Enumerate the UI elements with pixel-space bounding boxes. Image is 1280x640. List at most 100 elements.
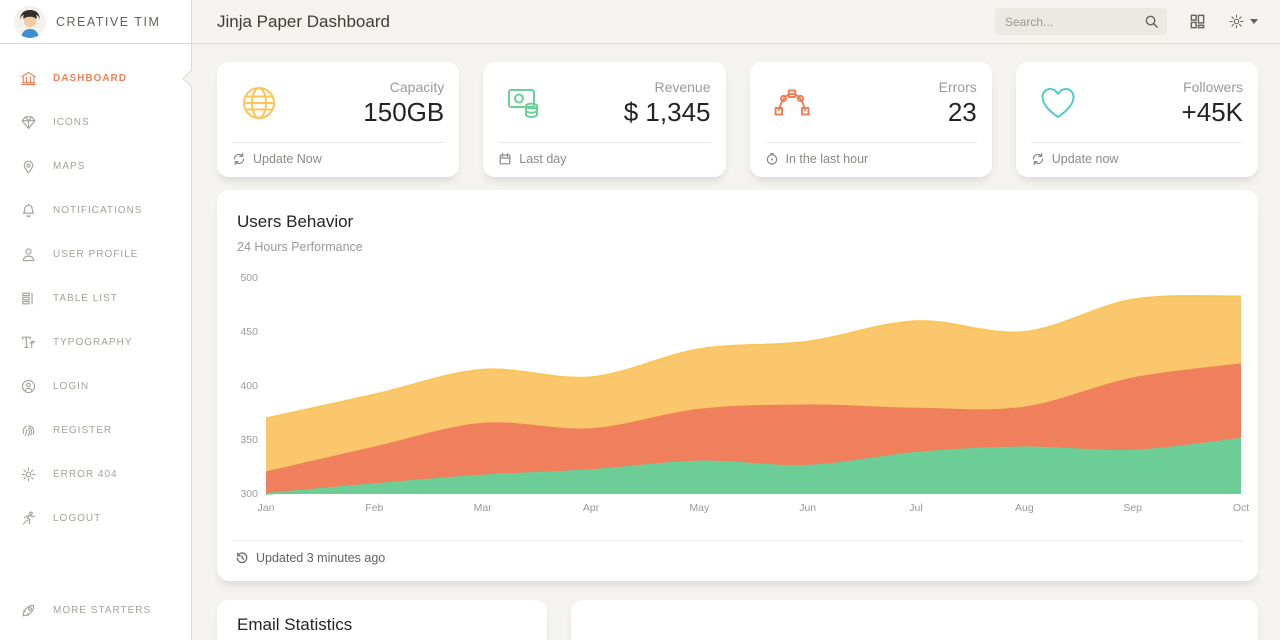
caps-icon bbox=[20, 334, 37, 351]
bank-icon bbox=[20, 70, 37, 87]
users-behavior-card: Users Behavior 24 Hours Performance Jan F… bbox=[217, 190, 1258, 581]
runner-icon bbox=[20, 510, 37, 527]
y-axis-tick: 350 bbox=[240, 434, 258, 446]
stat-value: $ 1,345 bbox=[623, 97, 711, 127]
sidebar-item-typography[interactable]: TYPOGRAPHY bbox=[0, 320, 191, 364]
x-axis-tick: May bbox=[689, 502, 710, 514]
layout-grid-icon[interactable] bbox=[1189, 13, 1206, 30]
sidebar-item-more-starters[interactable]: MORE STARTERS bbox=[0, 588, 191, 632]
chevron-down-icon bbox=[1250, 19, 1258, 24]
sidebar-item-icons[interactable]: ICONS bbox=[0, 100, 191, 144]
y-axis-tick: 400 bbox=[240, 380, 258, 392]
globe-icon bbox=[237, 81, 281, 125]
stat-footer-label: Update Now bbox=[253, 152, 322, 166]
x-axis-tick: Jan bbox=[257, 502, 275, 514]
sidebar-item-label: MORE STARTERS bbox=[53, 604, 152, 616]
stat-footer-label: Last day bbox=[519, 152, 567, 166]
yellow-series-line bbox=[266, 294, 1241, 420]
clock-icon bbox=[765, 152, 779, 166]
stat-footer-label: Update now bbox=[1051, 152, 1119, 166]
sidebar-brand[interactable]: CREATIVE TIM bbox=[0, 0, 191, 44]
sidebar-item-register[interactable]: REGISTER bbox=[0, 408, 191, 452]
chart-footer: Updated 3 minutes ago bbox=[217, 541, 1258, 581]
sidebar-item-maps[interactable]: MAPS bbox=[0, 144, 191, 188]
sidebar-item-user-profile[interactable]: USER PROFILE bbox=[0, 232, 191, 276]
history-icon bbox=[235, 551, 249, 565]
stat-label: Errors bbox=[938, 79, 977, 95]
sidebar-item-dashboard[interactable]: DASHBOARD bbox=[0, 56, 201, 100]
green-series-area bbox=[266, 438, 1241, 494]
stat-label: Revenue bbox=[654, 79, 711, 95]
sidebar-item-label: REGISTER bbox=[53, 424, 113, 436]
stat-value: 23 bbox=[947, 97, 977, 127]
diamond-icon bbox=[20, 114, 37, 131]
main-content: Capacity 150GB Update Now Revenue bbox=[192, 44, 1280, 640]
stat-footer-update-now[interactable]: Update Now bbox=[217, 143, 459, 166]
brand-name: CREATIVE TIM bbox=[56, 14, 161, 29]
sidebar-nav: DASHBOARD ICONS MAPS NOTIFICATIONS USER … bbox=[0, 44, 201, 540]
gear-icon bbox=[20, 466, 37, 483]
sidebar-item-label: TYPOGRAPHY bbox=[53, 336, 133, 348]
divider bbox=[1030, 142, 1243, 143]
x-axis-tick: Aug bbox=[1014, 502, 1034, 514]
sidebar-item-error-404[interactable]: ERROR 404 bbox=[0, 452, 191, 496]
sidebar-item-logout[interactable]: LOGOUT bbox=[0, 496, 191, 540]
sidebar-item-label: ICONS bbox=[53, 116, 90, 128]
calendar-icon bbox=[498, 152, 512, 166]
search-input[interactable] bbox=[995, 8, 1167, 35]
top-navbar: Jinja Paper Dashboard bbox=[192, 0, 1280, 44]
sidebar: CREATIVE TIM DASHBOARD ICONS MAPS NOTIFI… bbox=[0, 0, 201, 640]
vector-icon bbox=[770, 81, 814, 125]
sidebar-item-label: LOGOUT bbox=[53, 512, 102, 524]
stat-card-errors: Errors 23 In the last hour bbox=[749, 62, 992, 177]
sidebar-item-label: DASHBOARD bbox=[53, 72, 127, 84]
bell-icon bbox=[20, 202, 37, 219]
stat-footer-update-now[interactable]: Update now bbox=[1016, 143, 1258, 166]
user-icon bbox=[20, 246, 37, 263]
stat-card-capacity: Capacity 150GB Update Now bbox=[217, 62, 460, 177]
stat-label: Followers bbox=[1183, 79, 1243, 95]
sidebar-item-label: LOGIN bbox=[53, 380, 90, 392]
x-axis-tick: Sep bbox=[1123, 502, 1142, 514]
stat-value: +45K bbox=[1181, 97, 1243, 127]
stat-footer-label: In the last hour bbox=[785, 152, 869, 166]
chart-footer-label: Updated 3 minutes ago bbox=[256, 551, 386, 565]
x-axis-tick: Jun bbox=[799, 502, 817, 514]
divider bbox=[232, 142, 445, 143]
sidebar-item-notifications[interactable]: NOTIFICATIONS bbox=[0, 188, 191, 232]
secondary-card bbox=[571, 600, 1258, 640]
stat-label: Capacity bbox=[389, 79, 445, 95]
bottom-row: Email Statistics bbox=[217, 600, 1258, 640]
settings-dropdown[interactable] bbox=[1228, 13, 1258, 30]
area-chart-svg bbox=[266, 294, 1241, 495]
login-icon bbox=[20, 378, 37, 395]
x-axis-tick: Feb bbox=[365, 502, 384, 514]
stat-card-revenue: Revenue $ 1,345 Last day bbox=[483, 62, 726, 177]
money-icon bbox=[503, 81, 547, 125]
divider bbox=[764, 142, 977, 143]
chart-subtitle: 24 Hours Performance bbox=[237, 240, 363, 254]
sidebar-item-login[interactable]: LOGIN bbox=[0, 364, 191, 408]
pin-icon bbox=[20, 158, 37, 175]
stats-row: Capacity 150GB Update Now Revenue bbox=[217, 62, 1258, 177]
divider bbox=[498, 142, 711, 143]
avatar bbox=[14, 5, 46, 38]
page-title: Jinja Paper Dashboard bbox=[217, 11, 390, 31]
x-axis-tick: Apr bbox=[582, 502, 600, 514]
stat-value: 150GB bbox=[363, 97, 445, 127]
y-axis-tick: 300 bbox=[240, 488, 258, 500]
stat-footer-last-day: Last day bbox=[483, 143, 725, 166]
sidebar-item-label: USER PROFILE bbox=[53, 248, 139, 260]
red-series-line bbox=[266, 363, 1241, 474]
sidebar-item-label: TABLE LIST bbox=[53, 292, 118, 304]
x-axis-tick: Jul bbox=[909, 502, 923, 514]
search-icon bbox=[1145, 15, 1158, 28]
x-axis-tick: Oct bbox=[1232, 502, 1250, 514]
users-behavior-chart: Jan Feb Mar Apr May Jun Jul Aug Sep Oct 500 450 400… bbox=[232, 270, 1249, 528]
divider bbox=[232, 540, 1243, 541]
stat-footer-last-hour: In the last hour bbox=[750, 143, 992, 166]
sidebar-item-label: NOTIFICATIONS bbox=[53, 204, 143, 216]
fingerprint-icon bbox=[20, 422, 37, 439]
sidebar-item-label: ERROR 404 bbox=[53, 468, 118, 480]
sidebar-item-table-list[interactable]: TABLE LIST bbox=[0, 276, 191, 320]
